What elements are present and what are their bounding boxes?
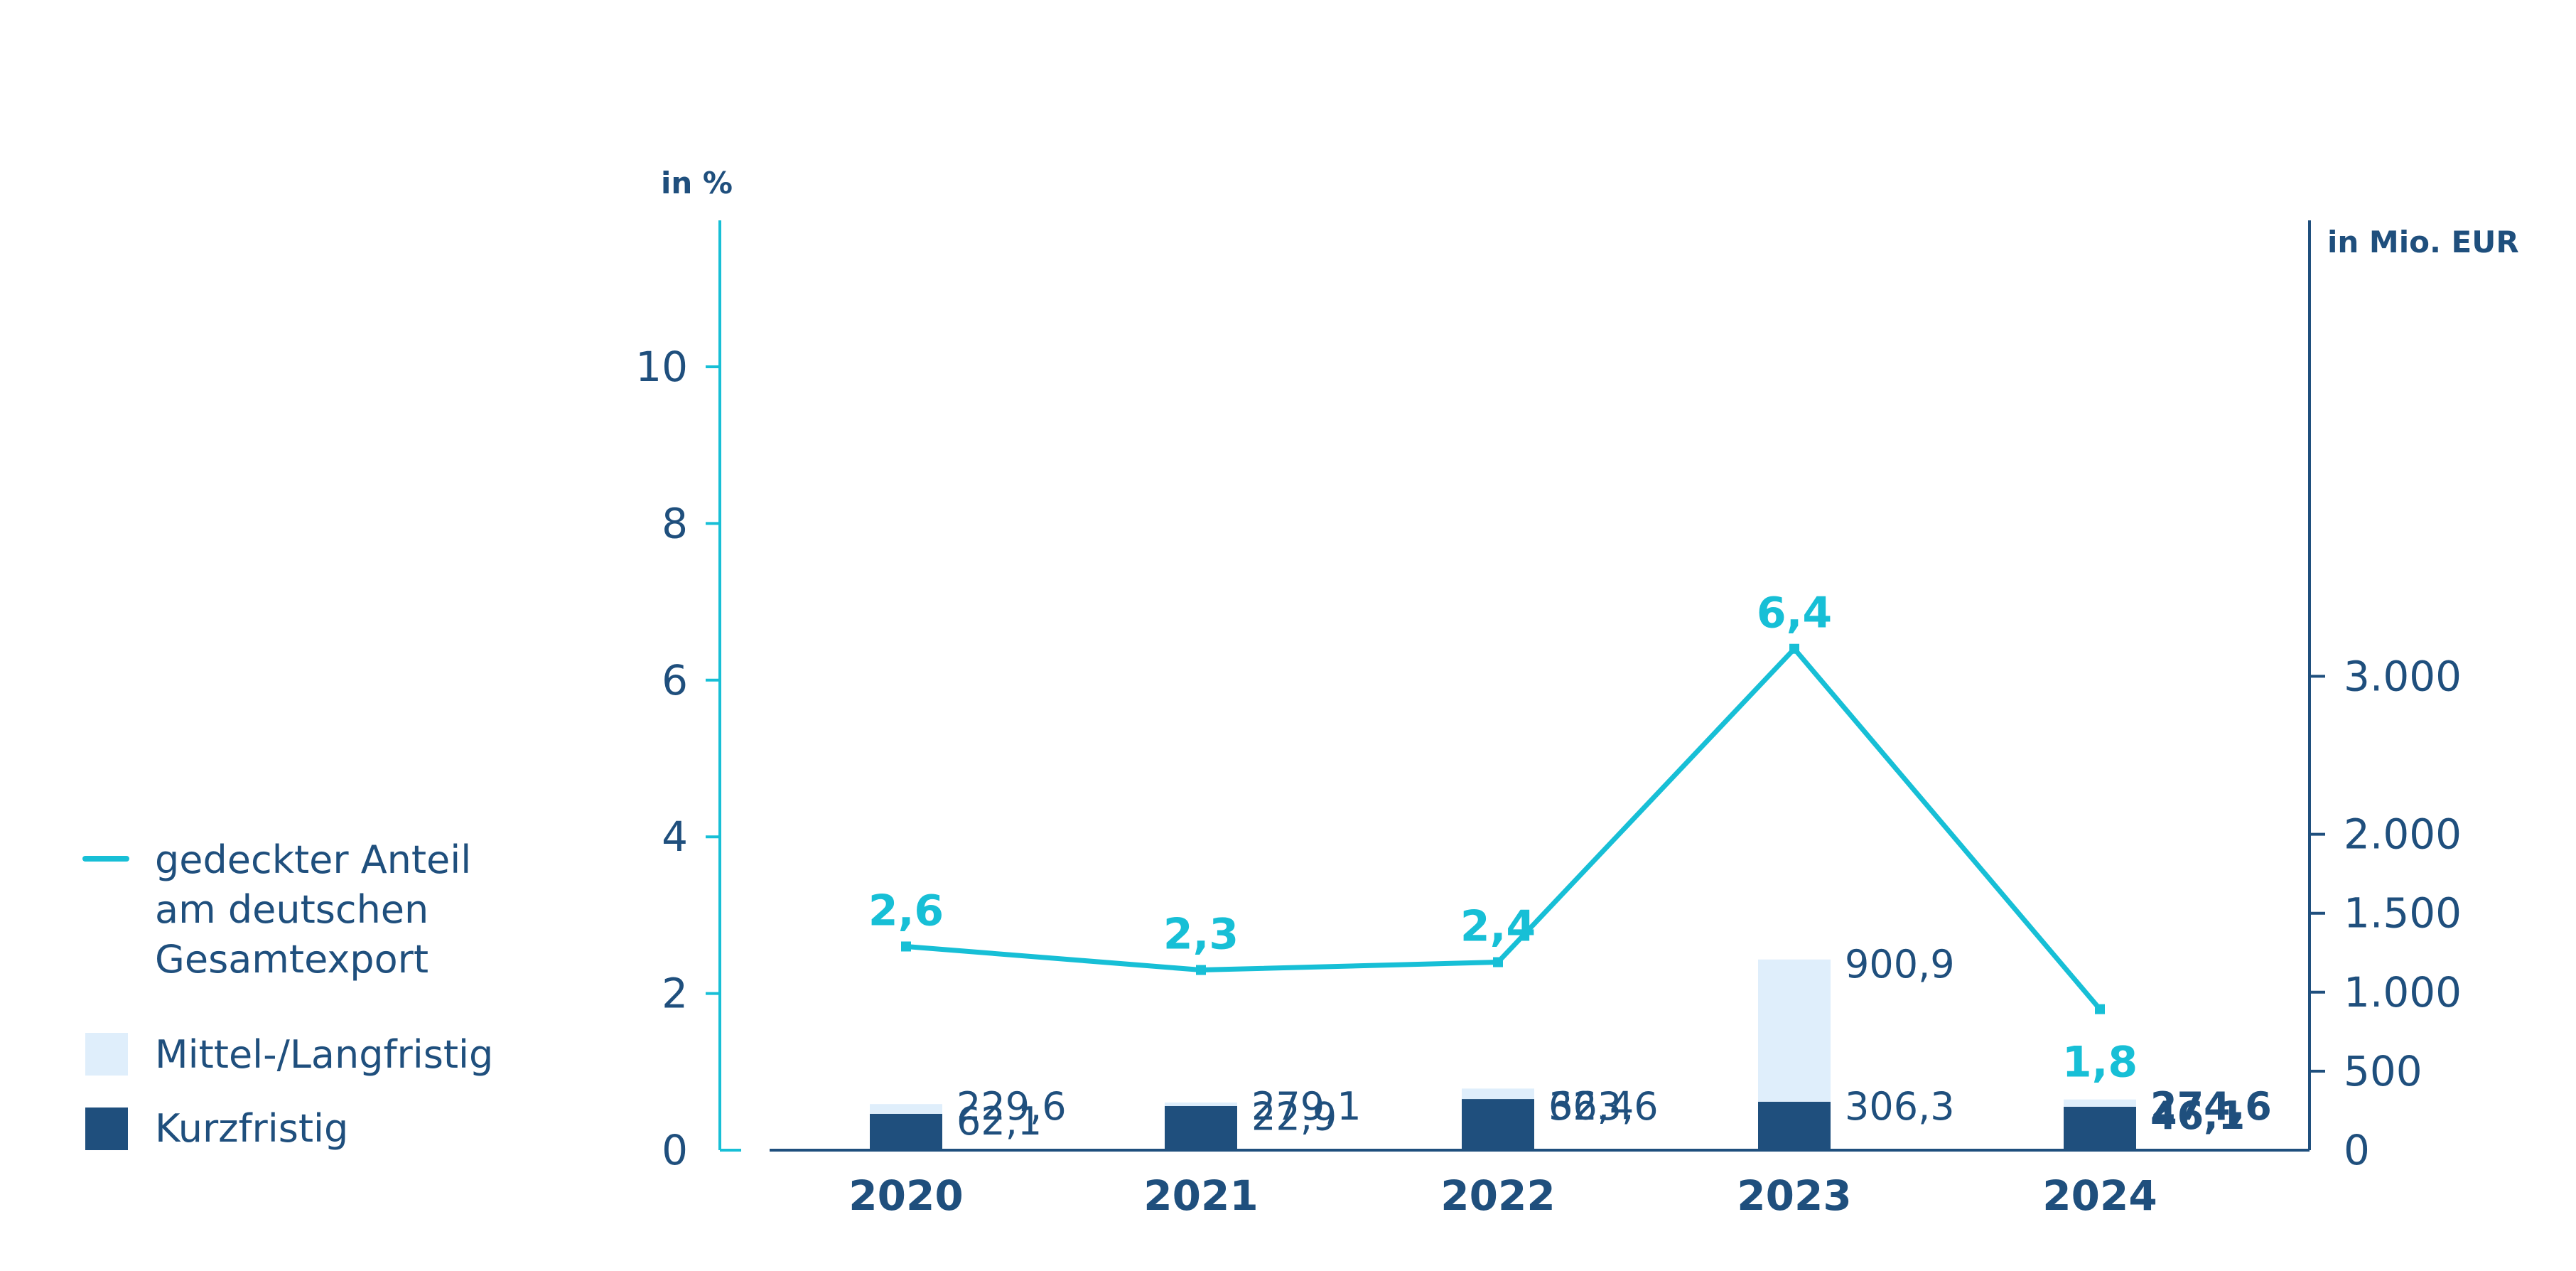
bar-short [1758, 1101, 1831, 1150]
bar-label-medium: 62,1 [956, 1099, 1042, 1144]
coverage-line [901, 643, 2105, 1014]
bar-medium-long [1462, 1088, 1534, 1100]
left-axis-tick-label: 8 [662, 499, 688, 547]
right-axis-tick-label: 0 [2344, 1126, 2370, 1174]
category-label: 2023 [1737, 1171, 1851, 1220]
coverage-line-point [1789, 643, 1799, 654]
bar-label-short: 306,3 [1845, 1084, 1955, 1129]
right-axis-tick-label: 1.500 [2344, 889, 2462, 938]
left-axis-tick-label: 0 [662, 1126, 688, 1174]
legend-line-label-3: Gesamtexport [155, 937, 429, 982]
category-label: 2022 [1440, 1171, 1555, 1220]
bar-label-medium: 900,9 [1845, 942, 1955, 987]
bar-short [1462, 1099, 1534, 1150]
bar-label-short: 279,1 [1251, 1084, 1362, 1129]
coverage-line-label: 2,6 [868, 886, 944, 935]
right-axis-tick-label: 1.000 [2344, 968, 2462, 1017]
right-axis-tick-label: 2.000 [2344, 810, 2462, 859]
bar-label-medium: 66,4 [1548, 1084, 1634, 1129]
right-axis-tick-label: 500 [2344, 1047, 2423, 1095]
coverage-line-point [901, 941, 911, 952]
legend: gedeckter Anteil am deutschen Gesamtexpo… [82, 837, 493, 1151]
right-axis-unit: in Mio. EUR [2327, 225, 2519, 259]
bar-medium-long [870, 1104, 942, 1114]
bar-label-short: 323,6 [1548, 1084, 1659, 1129]
coverage-line-point [1493, 957, 1503, 967]
bar-medium-long [1165, 1102, 1237, 1106]
data-labels: 229,662,1 279,122,9 323,666,4 306,3 900,9 274… [868, 589, 2272, 1144]
coverage-line-label: 2,4 [1460, 902, 1536, 952]
legend-medium-swatch [85, 1033, 128, 1076]
bar-medium-long [2064, 1099, 2136, 1107]
category-label: 2024 [2042, 1171, 2157, 1220]
legend-medium-label: Mittel-/Langfristig [155, 1032, 493, 1077]
bar-short [2064, 1106, 2136, 1150]
legend-short-swatch [85, 1108, 128, 1150]
category-label: 2020 [848, 1171, 963, 1220]
legend-line-label-1: gedeckter Anteil [155, 837, 471, 882]
bar-label-short: 229,6 [956, 1084, 1067, 1129]
category-label: 2021 [1143, 1171, 1258, 1220]
left-axis-unit: in % [661, 166, 733, 200]
left-axis-tick-label: 2 [662, 970, 688, 1018]
legend-short-label: Kurzfristig [155, 1106, 348, 1151]
coverage-line-point [2095, 1004, 2105, 1014]
coverage-line-label: 1,8 [2062, 1038, 2138, 1088]
coverage-line-point [1196, 965, 1206, 975]
bar-label-medium: 46,1 [2150, 1093, 2245, 1138]
bar-short [870, 1113, 942, 1150]
right-axis-tick-label: 3.000 [2344, 652, 2462, 700]
bars [870, 959, 2136, 1150]
bar-medium-long [1758, 959, 1831, 1102]
left-axis-tick-label: 4 [662, 813, 688, 861]
bar-short [1165, 1105, 1237, 1150]
bar-label-short: 274,6 [2150, 1084, 2272, 1129]
left-axis-tick-label: 6 [662, 656, 688, 704]
legend-line-label-2: am deutschen [155, 887, 429, 932]
bar-label-medium: 22,9 [1251, 1094, 1337, 1139]
coverage-line-label: 2,3 [1163, 910, 1239, 960]
coverage-line-label: 6,4 [1757, 589, 1832, 638]
left-axis-tick-label: 10 [635, 343, 688, 391]
axes: in % 0 2 4 6 8 10 in Mio. EUR 0 500 1.000 1.500 2.00… [635, 166, 2519, 1220]
